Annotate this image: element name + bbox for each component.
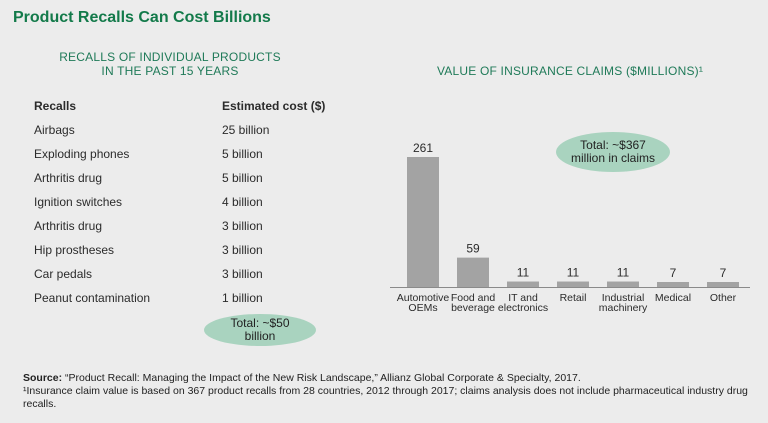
claims-bar-chart: 261 Automotive OEMs 59 Food and beverage 11 IT …: [390, 141, 750, 314]
bar-value-label: 7: [670, 266, 677, 280]
total-claims-bubble: Total: ~$367 million in claims: [556, 132, 670, 172]
recalls-heading-line2: IN THE PAST 15 YEARS: [101, 64, 239, 78]
category-label-line: machinery: [599, 302, 648, 314]
recalls-table: Recalls Estimated cost ($) Airbags 25 bil…: [34, 94, 342, 310]
total-claims-line1: Total: ~$367: [580, 138, 646, 152]
recall-name: Arthritis drug: [34, 171, 103, 185]
category-label-line: Industrial: [602, 292, 645, 304]
category-label: Food and beverage: [451, 292, 496, 314]
total-claims-line2: million in claims: [570, 151, 656, 165]
category-label: Retail: [560, 292, 587, 304]
total-recalls-bubble: Total: ~$50 billion: [204, 314, 316, 346]
category-label: IT and electronics: [498, 292, 548, 314]
source-label: Source:: [23, 372, 63, 384]
bar: [507, 281, 539, 287]
recall-cost: 1 billion: [222, 291, 263, 305]
table-row: Ignition switches 4 billion: [34, 190, 342, 214]
bar-value-label: 11: [567, 266, 580, 280]
bar-value-label: 261: [413, 141, 433, 155]
bar-value-label: 11: [617, 266, 630, 280]
recall-name: Airbags: [34, 123, 75, 137]
recall-name: Exploding phones: [34, 147, 130, 161]
category-label: Industrial machinery: [599, 292, 648, 314]
category-label-line: Medical: [655, 292, 691, 304]
category-label-line: IT and: [508, 292, 538, 304]
recall-cost: 5 billion: [222, 171, 263, 185]
bar: [707, 282, 739, 287]
category-label-line: beverage: [451, 302, 495, 314]
category-label-line: Food and: [451, 292, 496, 304]
category-label-line: OEMs: [408, 302, 437, 314]
table-row: Exploding phones 5 billion: [34, 142, 342, 166]
table-row: Car pedals 3 billion: [34, 262, 342, 286]
recalls-table-body: Airbags 25 billion Exploding phones 5 billi…: [34, 118, 342, 310]
category-label-line: Other: [710, 292, 737, 304]
recalls-heading: RECALLS OF INDIVIDUAL PRODUCTS IN THE PA…: [20, 50, 320, 78]
recall-name: Car pedals: [34, 267, 93, 281]
category-label-line: electronics: [498, 302, 548, 314]
bar: [557, 281, 589, 287]
category-label-line: Retail: [560, 292, 587, 304]
total-recalls-line1: Total: ~$50: [230, 316, 290, 330]
table-row: Hip prostheses 3 billion: [34, 238, 342, 262]
bar: [407, 157, 439, 287]
recall-name: Arthritis drug: [34, 219, 103, 233]
recall-cost: 4 billion: [222, 195, 263, 209]
total-recalls-line2: billion: [244, 329, 276, 343]
recall-cost: 5 billion: [222, 147, 263, 161]
table-row: Peanut contamination 1 billion: [34, 286, 342, 310]
recall-name: Peanut contamination: [34, 291, 151, 305]
recall-cost: 25 billion: [222, 123, 270, 137]
source-note: Source: “Product Recall: Managing the Im…: [23, 372, 753, 385]
category-label: Other: [710, 292, 737, 304]
recalls-heading-line1: RECALLS OF INDIVIDUAL PRODUCTS: [59, 50, 281, 64]
bar-value-label: 59: [466, 242, 480, 256]
recall-cost: 3 billion: [222, 243, 263, 257]
table-row: Arthritis drug 3 billion: [34, 214, 342, 238]
claims-chart-heading: VALUE OF INSURANCE CLAIMS ($MILLIONS)¹: [436, 64, 704, 78]
bar-value-label: 7: [720, 266, 727, 280]
page-title: Product Recalls Can Cost Billions: [13, 9, 271, 26]
recalls-table-header: Recalls Estimated cost ($): [34, 94, 342, 118]
source-text: “Product Recall: Managing the Impact of …: [62, 372, 581, 384]
footer: Source: “Product Recall: Managing the Im…: [23, 372, 753, 411]
recall-name: Hip prostheses: [34, 243, 115, 257]
recall-cost: 3 billion: [222, 267, 263, 281]
table-row: Arthritis drug 5 billion: [34, 166, 342, 190]
category-label: Automotive OEMs: [397, 292, 450, 314]
col-cost-header: Estimated cost ($): [222, 99, 326, 113]
table-row: Airbags 25 billion: [34, 118, 342, 142]
col-recalls-header: Recalls: [34, 99, 77, 113]
recall-cost: 3 billion: [222, 219, 263, 233]
bar: [657, 282, 689, 287]
recall-name: Ignition switches: [34, 195, 123, 209]
category-label-line: Automotive: [397, 292, 450, 304]
bar-value-label: 11: [517, 266, 530, 280]
category-label: Medical: [655, 292, 691, 304]
bar: [457, 257, 489, 287]
bar: [607, 281, 639, 287]
footnote: ¹Insurance claim value is based on 367 p…: [23, 385, 748, 410]
